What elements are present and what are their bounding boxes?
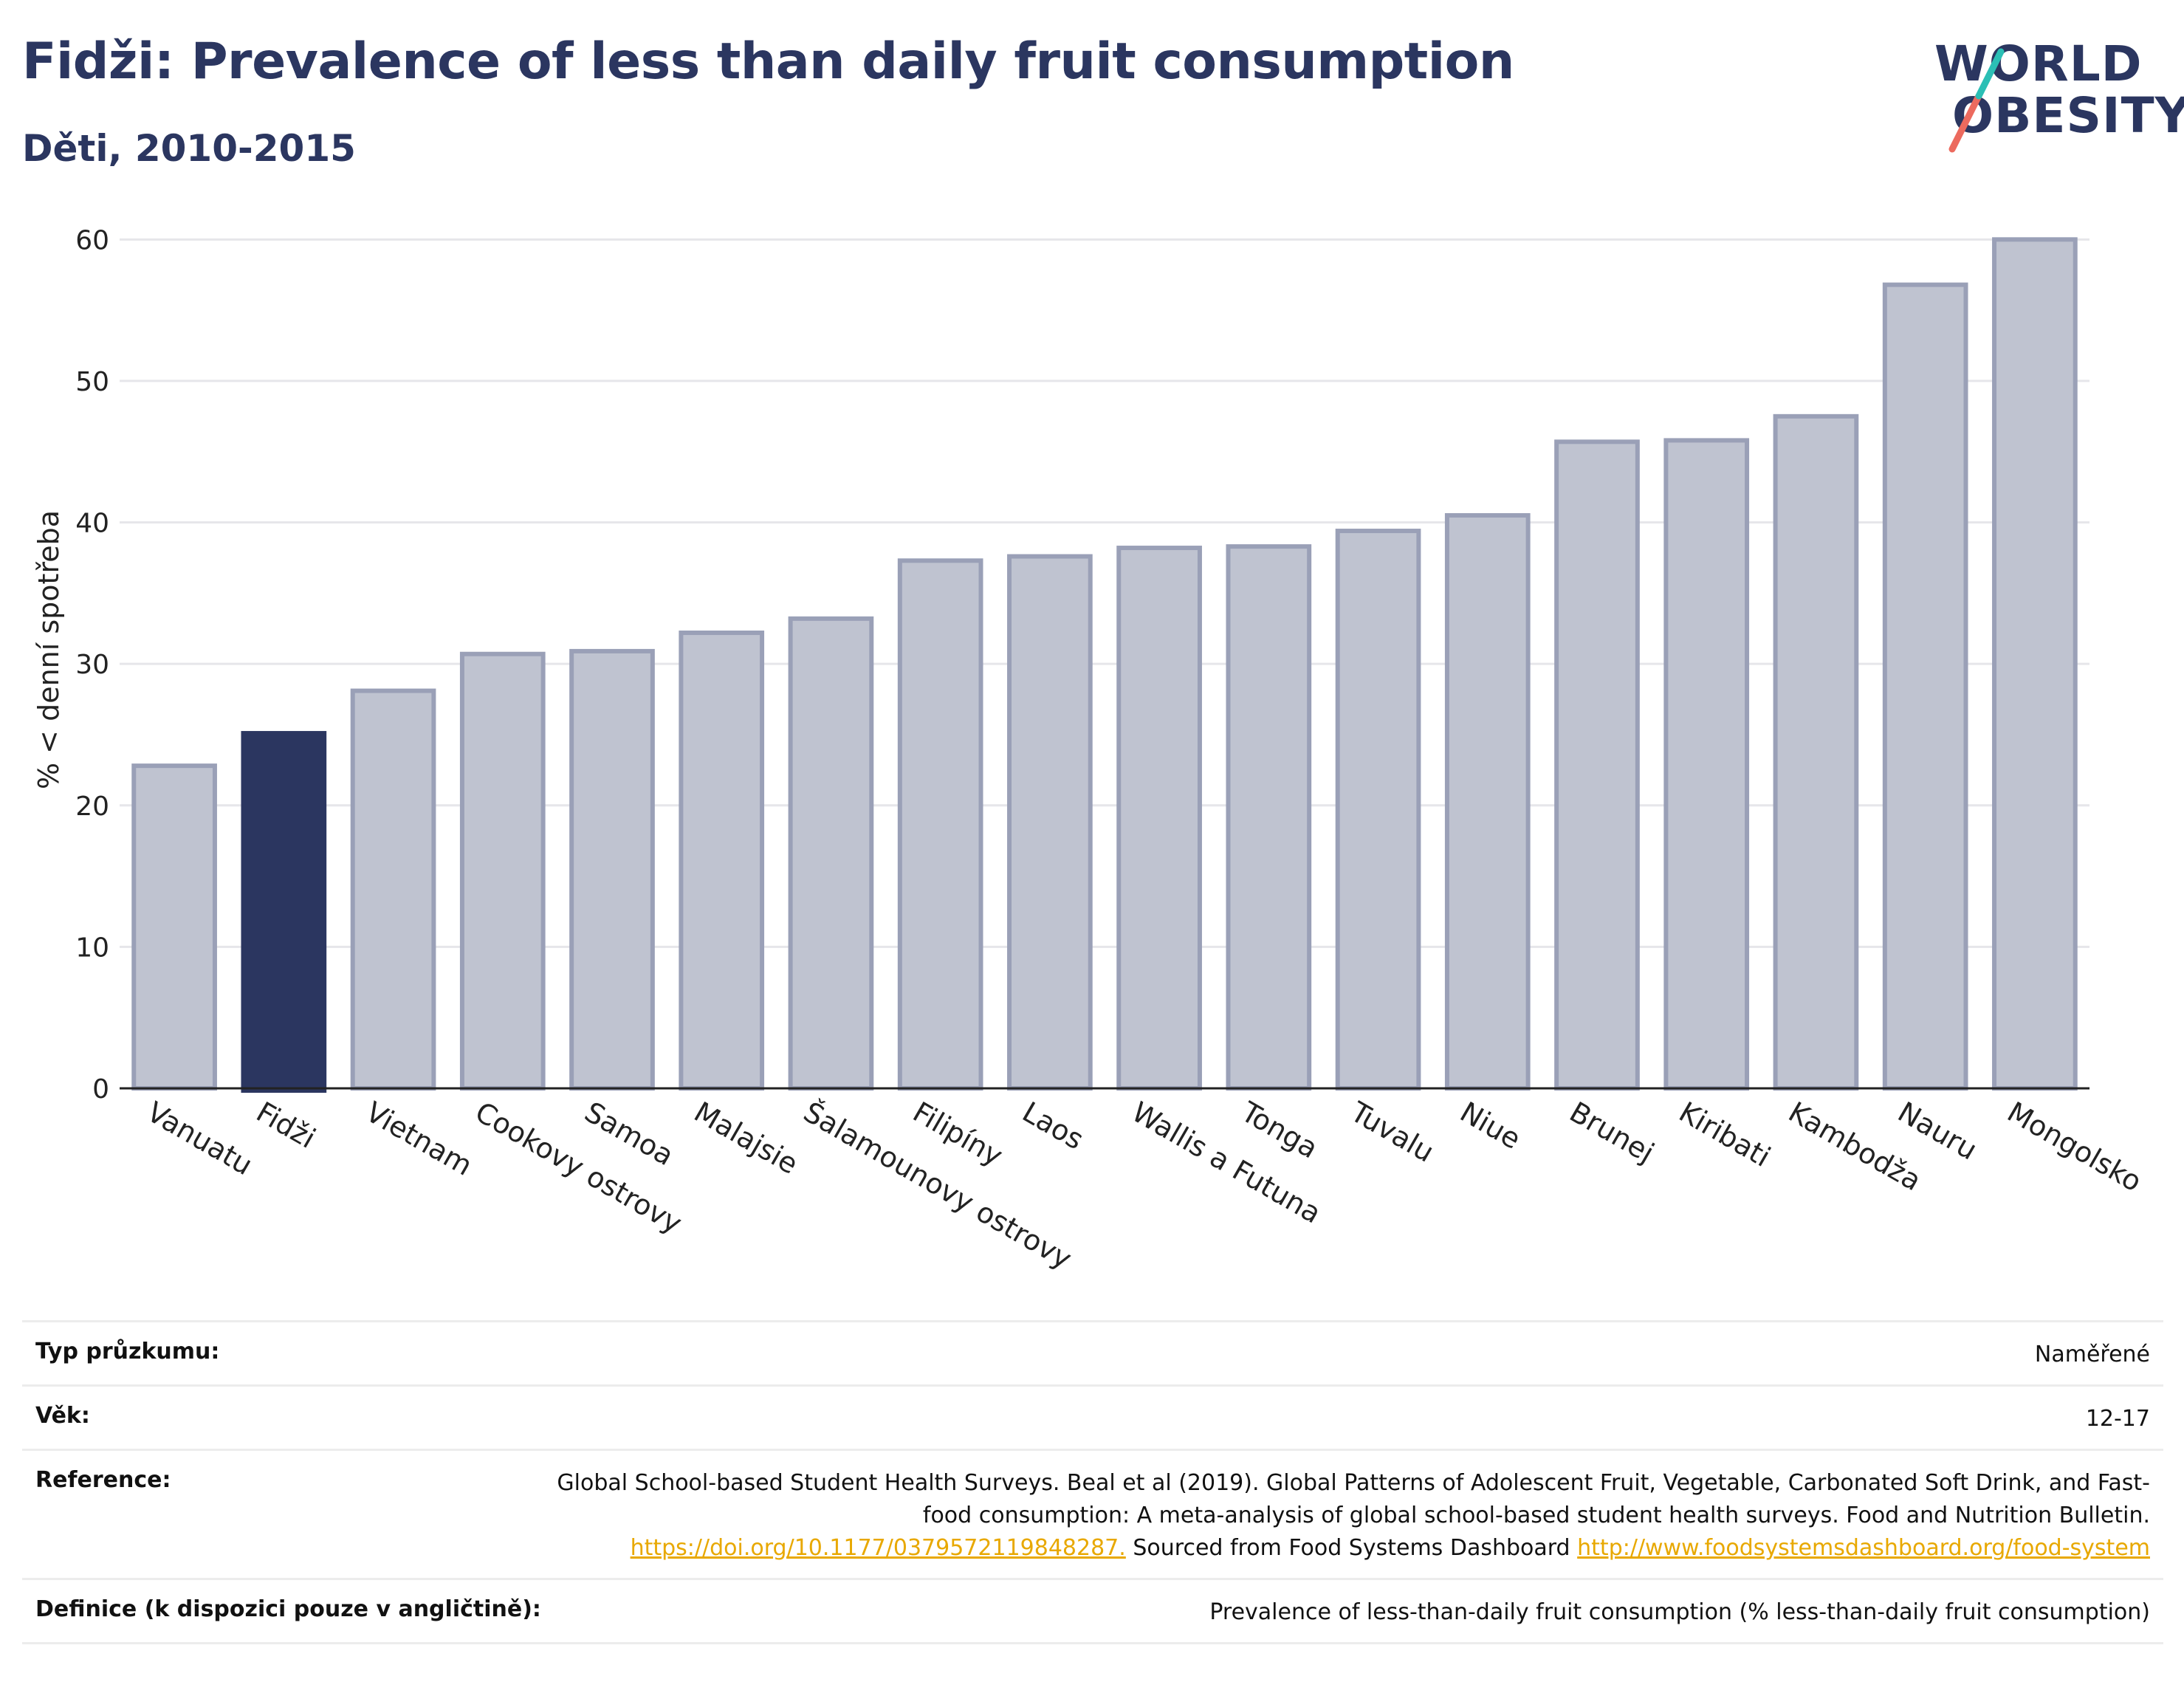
x-tick-label: Kiribati — [1674, 1096, 1776, 1173]
x-tick-label: Vietnam — [360, 1096, 478, 1182]
logo-line-1: WORLD — [1934, 35, 2143, 92]
bar-5 — [679, 631, 765, 1091]
age-value: 12-17 — [2085, 1406, 2150, 1432]
bar-2 — [350, 688, 436, 1091]
x-tick-label: Fidži — [251, 1096, 321, 1155]
x-tick-label: Cookovy ostrovy — [470, 1096, 687, 1240]
x-tick-label: Laos — [1017, 1096, 1089, 1156]
bar-6 — [788, 616, 874, 1091]
x-tick-label: Brunej — [1565, 1096, 1660, 1170]
bar-10 — [1226, 544, 1312, 1091]
reference-value: Global School-based Student Health Surve… — [526, 1467, 2150, 1565]
bar-9 — [1116, 546, 1202, 1091]
x-tick-label: Vanuatu — [142, 1096, 258, 1181]
bar-17 — [1992, 237, 2078, 1091]
y-tick-label: 20 — [75, 792, 109, 822]
bar-13 — [1554, 439, 1640, 1091]
info-row-age: Věk: 12-17 — [22, 1384, 2163, 1449]
bar-12 — [1444, 512, 1531, 1091]
x-tick-label: Nauru — [1892, 1096, 1982, 1167]
reference-text: Global School-based Student Health Surve… — [557, 1470, 2150, 1528]
info-row-definition: Definice (k dispozici pouze v angličtině… — [22, 1578, 2163, 1644]
x-tick-label: Tonga — [1235, 1095, 1323, 1164]
bar-11 — [1335, 529, 1421, 1091]
logo-line-2: OBESITY — [1952, 87, 2184, 144]
reference-label: Reference: — [35, 1467, 171, 1493]
info-row-survey-type: Typ průzkumu: Naměřené — [22, 1320, 2163, 1384]
info-table: Typ průzkumu: Naměřené Věk: 12-17 Refere… — [22, 1320, 2163, 1644]
reference-source-text: Sourced from Food Systems Dashboard — [1133, 1535, 1570, 1561]
reference-dashboard-link[interactable]: http://www.foodsystemsdashboard.org/food… — [1577, 1535, 2150, 1561]
bar-7 — [897, 558, 983, 1091]
info-row-reference: Reference: Global School-based Student H… — [22, 1449, 2163, 1578]
y-tick-label: 60 — [75, 225, 109, 255]
x-tick-label: Mongolsko — [2002, 1096, 2147, 1198]
logo-slash-icon — [1948, 48, 2005, 153]
reference-doi-link[interactable]: https://doi.org/10.1177/0379572119848287… — [630, 1535, 1126, 1561]
bar-8 — [1007, 554, 1093, 1091]
page-title: Fidži: Prevalence of less than daily fru… — [22, 32, 1514, 91]
bar-16 — [1882, 282, 1968, 1091]
x-tick-label: Malajsie — [689, 1096, 804, 1181]
y-tick-label: 0 — [92, 1074, 109, 1105]
x-tick-label: Wallis a Futuna — [1127, 1096, 1327, 1230]
x-tick-label: Niue — [1455, 1096, 1526, 1156]
page-subtitle: Děti, 2010-2015 — [22, 127, 356, 170]
bar-15 — [1773, 413, 1859, 1091]
bar-1 — [241, 731, 327, 1094]
bar-3 — [459, 651, 546, 1091]
survey-type-value: Naměřené — [2034, 1342, 2150, 1367]
age-label: Věk: — [35, 1403, 90, 1429]
bar-0 — [131, 763, 217, 1091]
y-tick-label: 10 — [75, 933, 109, 963]
definition-value: Prevalence of less-than-daily fruit cons… — [1209, 1599, 2150, 1625]
bar-4 — [569, 648, 655, 1091]
y-axis-ticks: 0 10 20 30 40 50 60 — [75, 225, 109, 1105]
definition-label: Definice (k dispozici pouze v angličtině… — [35, 1596, 541, 1622]
x-tick-label: Tuvalu — [1345, 1095, 1439, 1169]
y-tick-label: 50 — [75, 367, 109, 397]
bar-14 — [1663, 438, 1750, 1091]
chart-bars — [120, 237, 2089, 1094]
survey-type-label: Typ průzkumu: — [35, 1339, 220, 1364]
y-tick-label: 30 — [75, 650, 109, 680]
y-tick-label: 40 — [75, 509, 109, 539]
world-obesity-logo: WORLD OBESITY — [1927, 22, 2184, 155]
